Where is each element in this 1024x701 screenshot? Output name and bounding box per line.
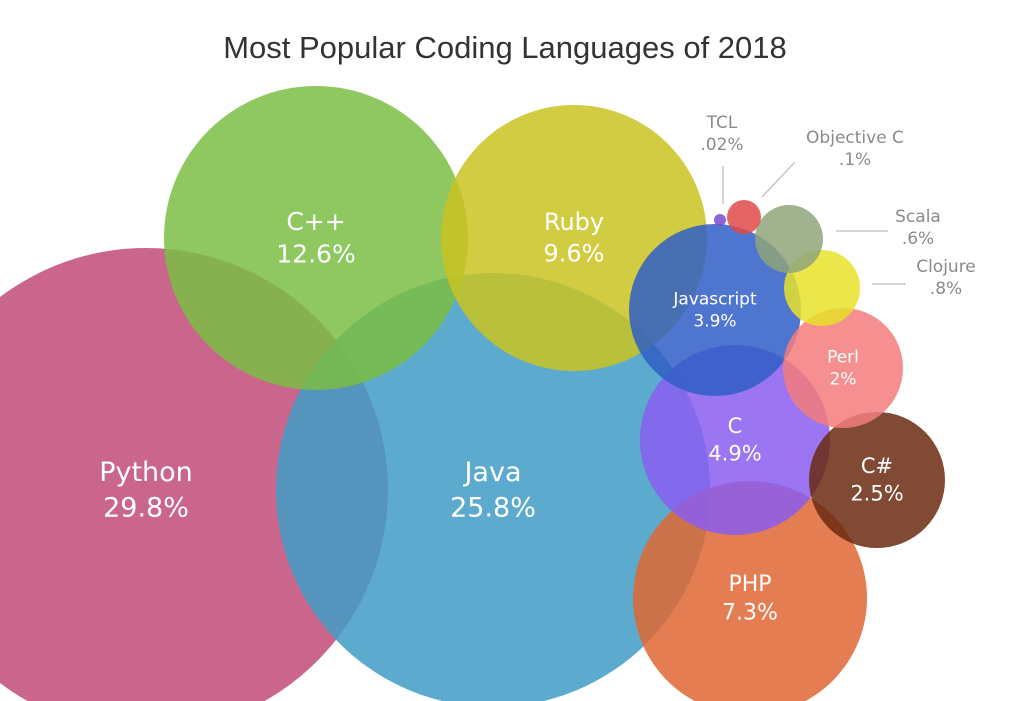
bubble-tcl [714, 214, 726, 226]
callout-value-objective-c: .1% [839, 150, 871, 170]
bubble-name-cplusplus: C++ [286, 207, 345, 236]
bubble-perl [783, 308, 903, 428]
bubble-java [276, 273, 710, 701]
leader-lines-layer [722, 161, 906, 285]
bubble-name-java: Java [462, 457, 521, 488]
bubble-javascript [629, 224, 801, 396]
bubble-value-python: 29.8% [103, 492, 189, 523]
labels-layer: Python 29.8% Java 25.8% C++ 12.6% Ruby 9.6% PHP 7… [99, 113, 976, 625]
bubble-value-c: 4.9% [708, 441, 761, 465]
callout-name-clojure: Clojure [916, 257, 976, 277]
bubble-value-java: 25.8% [450, 492, 536, 523]
bubble-scala [755, 205, 823, 273]
bubble-value-ruby: 9.6% [544, 239, 605, 267]
bubble-name-csharp: C# [861, 454, 893, 478]
bubble-value-cplusplus: 12.6% [276, 239, 355, 268]
bubble-name-perl: Perl [827, 347, 859, 367]
leader-line-objective-c [761, 161, 796, 198]
callout-name-objective-c: Objective C [806, 128, 904, 148]
chart-title: Most Popular Coding Languages of 2018 [223, 30, 787, 65]
callout-value-clojure: .8% [930, 279, 962, 299]
bubble-name-javascript: Javascript [672, 289, 757, 309]
callout-name-scala: Scala [895, 207, 941, 227]
bubble-name-python: Python [99, 457, 193, 488]
bubbles-layer [0, 86, 945, 701]
bubble-objective-c [727, 200, 761, 234]
bubble-value-javascript: 3.9% [693, 312, 736, 332]
bubble-csharp [809, 412, 945, 548]
callout-name-tcl: TCL [706, 113, 738, 133]
callout-value-tcl: .02% [700, 135, 743, 155]
bubble-value-csharp: 2.5% [850, 481, 903, 505]
bubble-cplusplus [164, 86, 468, 390]
bubble-name-c: C [728, 414, 743, 438]
bubble-value-perl: 2% [830, 370, 857, 390]
bubble-name-php: PHP [728, 572, 771, 597]
bubble-value-php: 7.3% [722, 600, 778, 625]
callout-value-scala: .6% [902, 229, 934, 249]
bubble-name-ruby: Ruby [544, 208, 604, 236]
bubble-php [633, 481, 867, 701]
bubble-c [640, 345, 830, 535]
